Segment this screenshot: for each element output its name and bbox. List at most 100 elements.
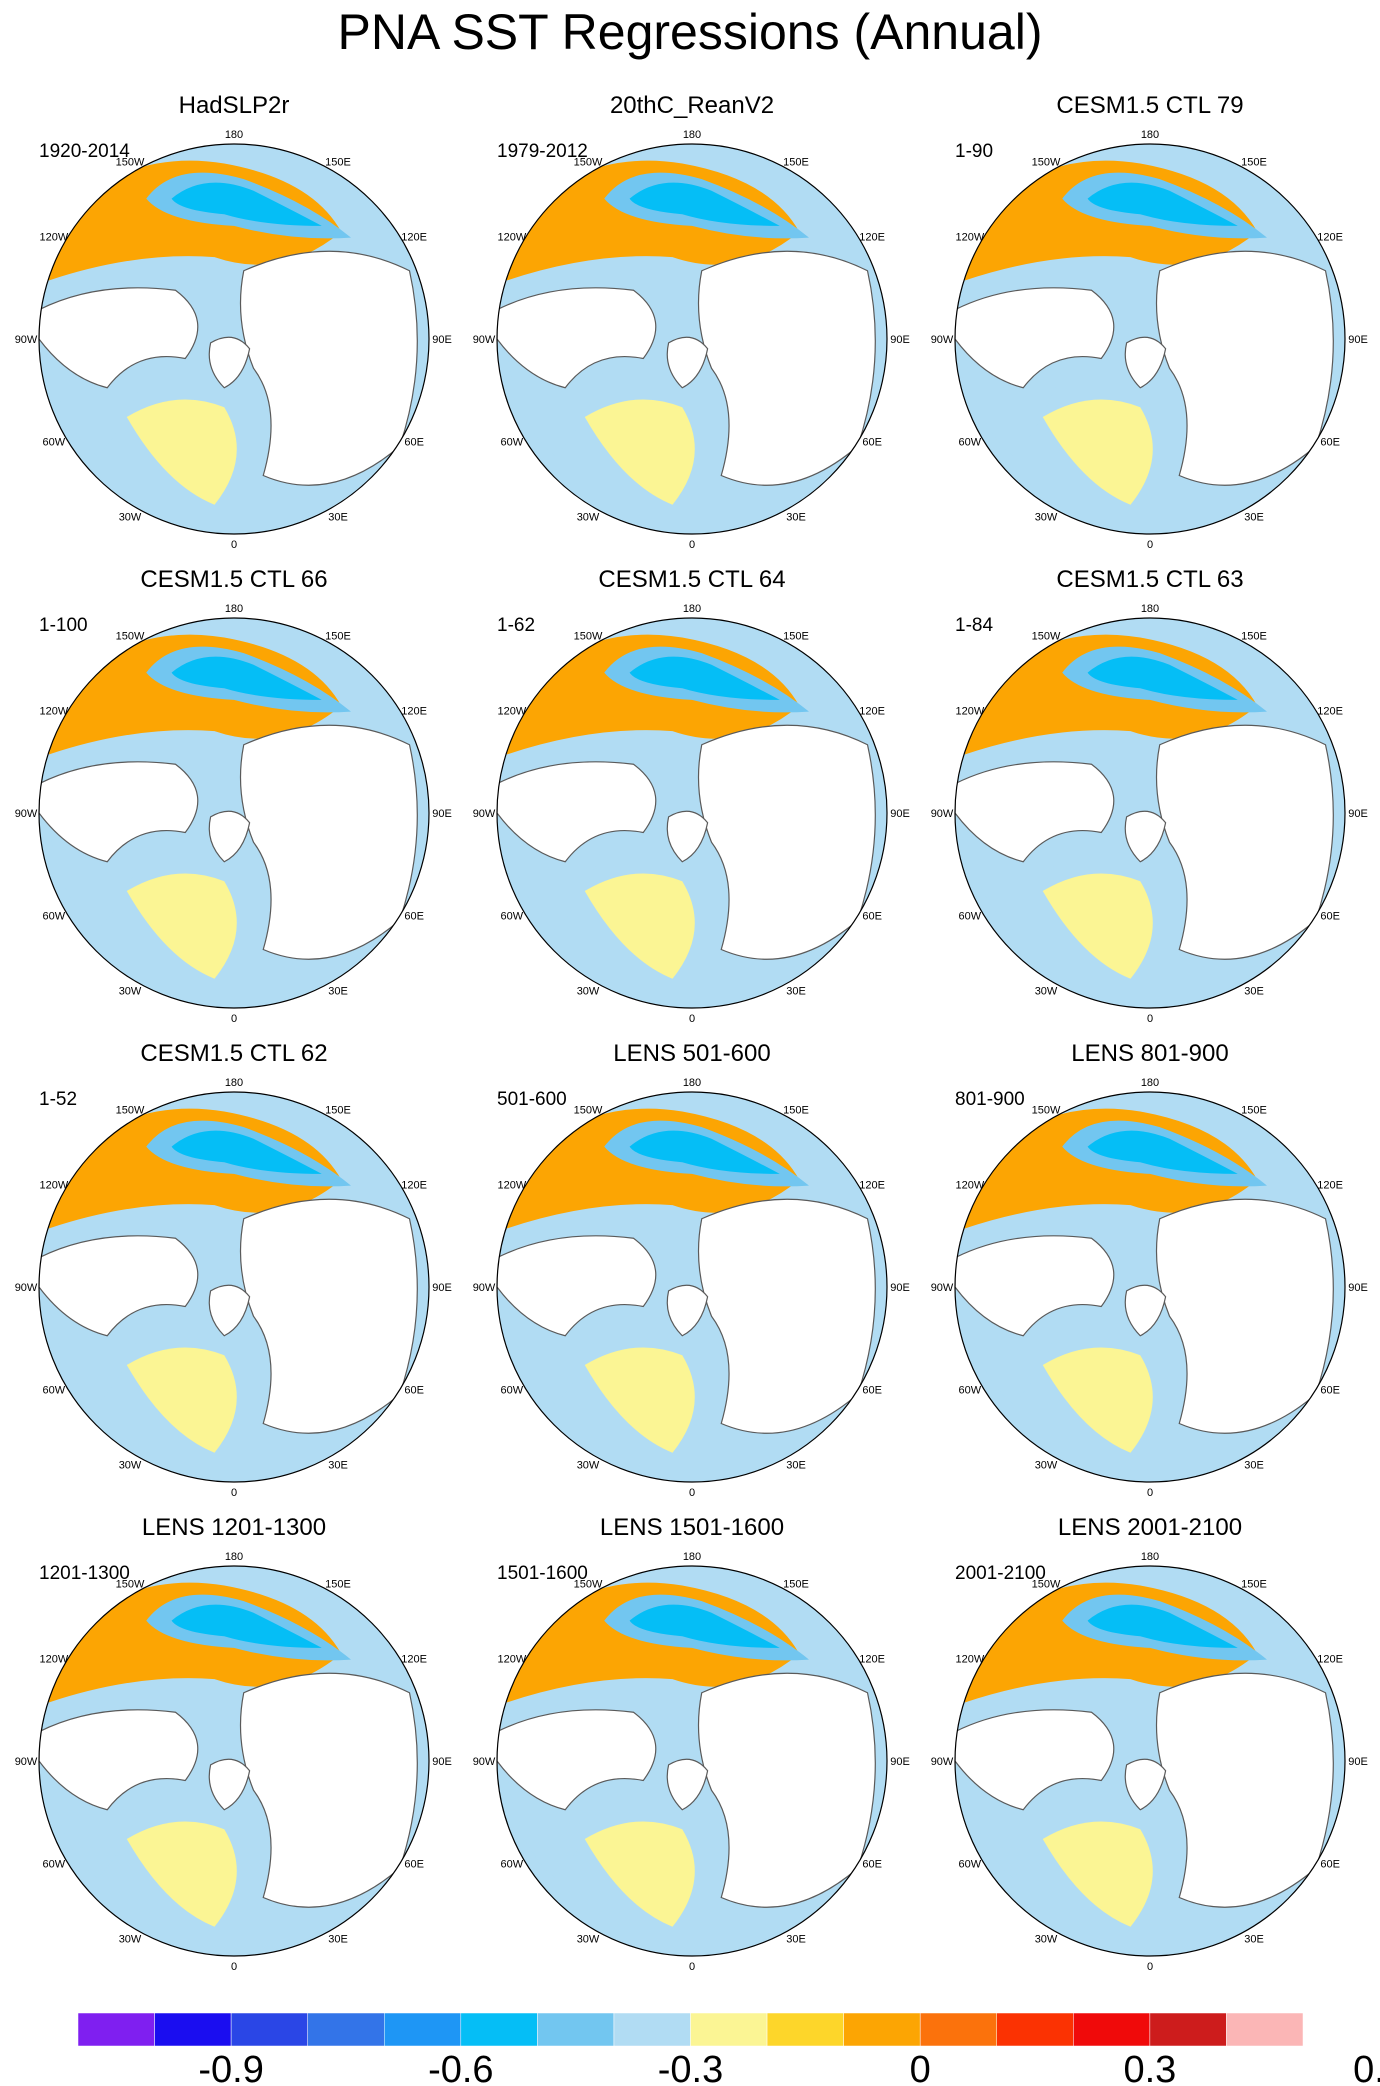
longitude-label: 180 [683, 1551, 701, 1563]
longitude-label: 90E [1348, 334, 1368, 346]
longitude-label: 60W [959, 911, 982, 923]
longitude-label: 0 [1147, 1961, 1153, 1973]
longitude-label: 60W [501, 911, 524, 923]
map-panel: 180 150E 120E 90E 60E 30E 0 30W 60W 90W 120W 150W CE… [931, 566, 1368, 1025]
land-mask [239, 1672, 418, 1908]
colorbar-swatch [996, 2012, 1074, 2047]
anomaly-contour [1042, 1821, 1153, 1927]
longitude-label: 30E [328, 986, 348, 998]
land-mask [1155, 724, 1334, 960]
longitude-label: 30E [328, 1934, 348, 1946]
longitude-label: 150W [574, 1104, 603, 1116]
longitude-label: 30W [577, 512, 600, 524]
longitude-label: 150W [574, 156, 603, 168]
longitude-label: 30W [119, 512, 142, 524]
longitude-label: 180 [1141, 603, 1159, 615]
panel-title: CESM1.5 CTL 63 [1056, 566, 1243, 593]
longitude-label: 180 [1141, 1077, 1159, 1089]
longitude-label: 60E [404, 1385, 424, 1397]
longitude-label: 180 [225, 603, 243, 615]
longitude-label: 90W [473, 334, 496, 346]
map-border [954, 1565, 1346, 1957]
panel-years: 1-100 [39, 615, 88, 636]
longitude-label: 30E [1244, 1460, 1264, 1472]
land-mask [1155, 1198, 1334, 1434]
longitude-label: 180 [1141, 129, 1159, 141]
panel-title: LENS 1501-1600 [600, 1514, 784, 1541]
longitude-label: 90W [473, 808, 496, 820]
longitude-label: 150E [325, 156, 351, 168]
colorbar-tick-label: -0.9 [198, 2049, 263, 2086]
colorbar-swatch [77, 2012, 155, 2047]
panel-title: LENS 501-600 [613, 1040, 770, 1067]
map-border [38, 617, 430, 1009]
panel-title: 20thC_ReanV2 [610, 92, 774, 119]
longitude-label: 60W [959, 1385, 982, 1397]
colorbar-swatch [154, 2012, 232, 2047]
panel-years: 1920-2014 [39, 141, 130, 162]
longitude-label: 150W [574, 1578, 603, 1590]
map-panel: 180 150E 120E 90E 60E 30E 0 30W 60W 90W 120W 150W LE… [931, 1040, 1368, 1499]
map-panel: 180 150E 120E 90E 60E 30E 0 30W 60W 90W 120W 150W CE… [15, 566, 452, 1025]
land-mask [208, 1284, 251, 1337]
longitude-label: 120W [955, 706, 984, 718]
land-mask [955, 761, 1115, 863]
panel-title: CESM1.5 CTL 64 [598, 566, 785, 593]
longitude-label: 30E [1244, 1934, 1264, 1946]
colorbar-swatch [307, 2012, 385, 2047]
longitude-label: 60E [1320, 437, 1340, 449]
anomaly-contour [1087, 656, 1238, 700]
longitude-label: 60E [1320, 911, 1340, 923]
longitude-label: 90W [15, 334, 38, 346]
longitude-label: 30E [786, 1460, 806, 1472]
longitude-label: 60E [862, 1385, 882, 1397]
longitude-label: 0 [689, 1961, 695, 1973]
sst-field [497, 618, 887, 1008]
longitude-label: 90E [432, 1282, 452, 1294]
longitude-label: 150E [325, 1578, 351, 1590]
anomaly-contour [126, 399, 237, 505]
land-mask [666, 1284, 709, 1337]
panel-title: HadSLP2r [179, 92, 290, 119]
longitude-label: 0 [231, 1961, 237, 1973]
longitude-label: 150W [116, 630, 145, 642]
colorbar-swatch [1226, 2012, 1304, 2047]
longitude-label: 120W [955, 232, 984, 244]
anomaly-contour [584, 873, 695, 979]
colorbar-swatch [613, 2012, 691, 2047]
colorbar-swatch [843, 2012, 921, 2047]
longitude-label: 90W [931, 808, 954, 820]
panel-years: 1-84 [955, 615, 993, 636]
longitude-label: 0 [1147, 1013, 1153, 1025]
longitude-label: 30W [1035, 1934, 1058, 1946]
panel-years: 1201-1300 [39, 1563, 130, 1584]
longitude-label: 150W [116, 1578, 145, 1590]
longitude-label: 120E [859, 706, 885, 718]
anomaly-contour [1087, 182, 1238, 226]
longitude-label: 90E [1348, 1756, 1368, 1768]
anomaly-contour [629, 1604, 780, 1648]
land-mask [208, 810, 251, 863]
longitude-label: 60W [43, 1859, 66, 1871]
longitude-label: 0 [231, 1013, 237, 1025]
map-panel: 180 150E 120E 90E 60E 30E 0 30W 60W 90W 120W 150W LE… [473, 1514, 910, 1973]
longitude-label: 90E [432, 334, 452, 346]
anomaly-contour [629, 1130, 780, 1174]
anomaly-contour [1087, 1130, 1238, 1174]
sst-field [39, 144, 429, 534]
land-mask [239, 724, 418, 960]
longitude-label: 60W [43, 1385, 66, 1397]
longitude-label: 120E [1317, 1654, 1343, 1666]
longitude-label: 0 [689, 1013, 695, 1025]
longitude-label: 60W [959, 1859, 982, 1871]
longitude-label: 120E [401, 1180, 427, 1192]
longitude-label: 90W [473, 1756, 496, 1768]
longitude-label: 120E [1317, 1180, 1343, 1192]
panel-years: 1-90 [955, 141, 993, 162]
longitude-label: 180 [225, 1551, 243, 1563]
panel-title: LENS 2001-2100 [1058, 1514, 1242, 1541]
longitude-label: 180 [683, 603, 701, 615]
longitude-label: 60E [404, 911, 424, 923]
colorbar: -0.9-0.6-0.300.30.60.9 [77, 2012, 1380, 2086]
longitude-label: 120E [401, 1654, 427, 1666]
